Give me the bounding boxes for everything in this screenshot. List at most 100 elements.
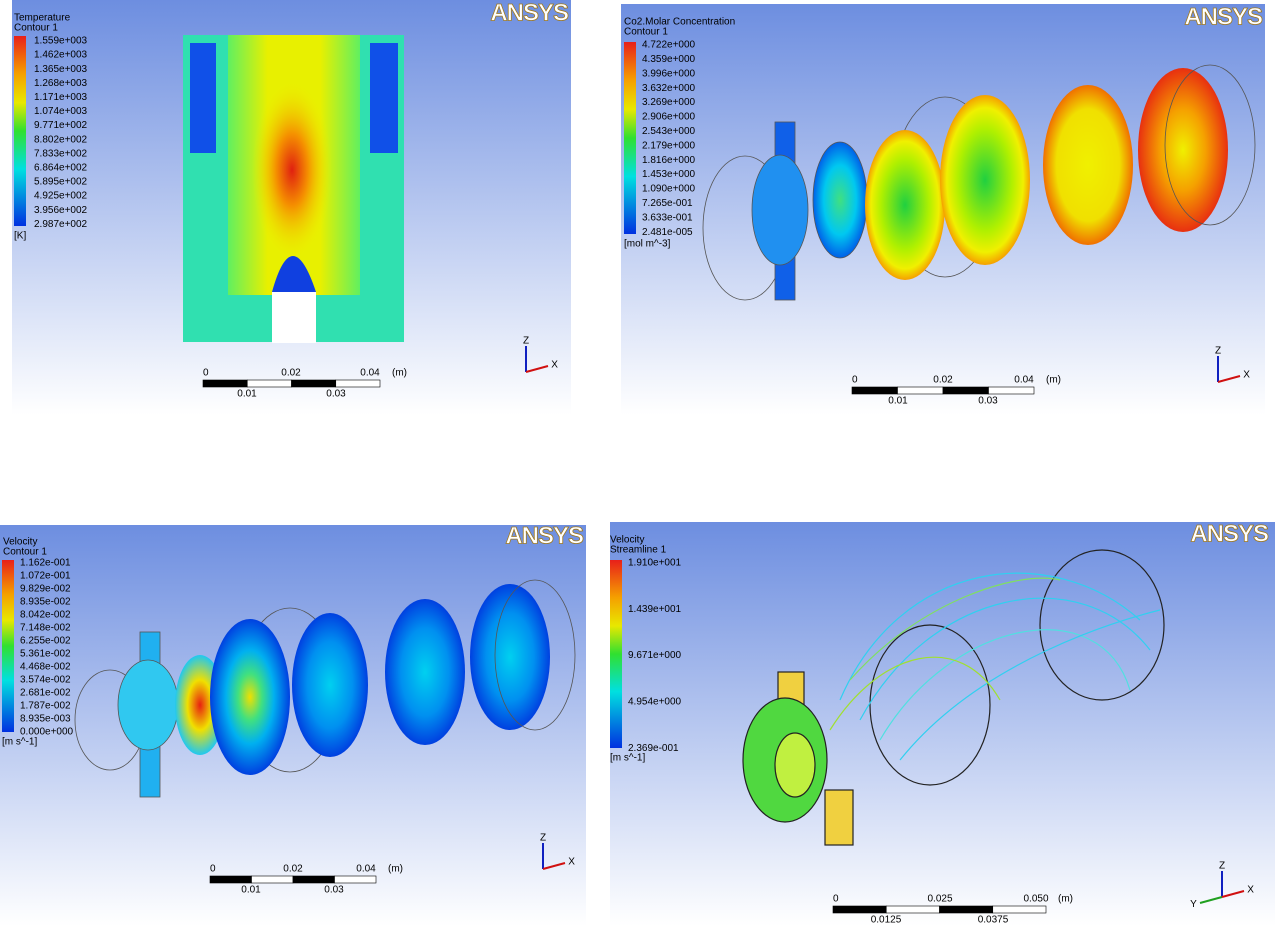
color-bar <box>14 36 26 226</box>
legend-label: 1.910e+001 <box>628 558 682 569</box>
axis-label: Z <box>1219 860 1225 871</box>
legend-unit: [K] <box>14 231 26 242</box>
legend-label: 2.369e-001 <box>628 743 679 754</box>
scale-unit: (m) <box>1058 894 1073 905</box>
axis-arrow <box>1199 896 1223 904</box>
legend-label: 4.468e-002 <box>20 662 71 673</box>
axis-label: X <box>551 359 558 370</box>
legend-unit: [m s^-1] <box>610 753 645 764</box>
scale-label: 0.0125 <box>871 915 902 926</box>
legend-label: 9.829e-002 <box>20 584 71 595</box>
scale-label: 0 <box>203 368 209 379</box>
scale-segment <box>897 386 944 395</box>
color-bar <box>624 42 636 234</box>
logo: ANSYS <box>505 522 584 549</box>
axis-label: Y <box>1190 899 1197 910</box>
legend-label: 1.787e-002 <box>20 701 71 712</box>
legend-label: 1.462e+003 <box>34 50 88 61</box>
viewport <box>610 522 1275 926</box>
scale-segment <box>939 905 994 914</box>
legend-label: 1.171e+003 <box>34 92 88 103</box>
legend-subtitle: Streamline 1 <box>610 545 667 556</box>
scale-segment <box>988 386 1035 395</box>
legend-subtitle: Contour 1 <box>14 23 58 34</box>
legend-label: 5.895e+002 <box>34 177 88 188</box>
legend-label: 5.361e-002 <box>20 649 71 660</box>
logo: ANSYS <box>1184 3 1263 30</box>
legend-label: 8.802e+002 <box>34 134 88 145</box>
legend-label: 9.771e+002 <box>34 120 88 131</box>
legend-label: 2.681e-002 <box>20 688 71 699</box>
legend-label: 1.072e-001 <box>20 571 71 582</box>
scale-segment <box>942 386 989 395</box>
scale-label: 0 <box>210 864 216 875</box>
legend-label: 1.268e+003 <box>34 78 88 89</box>
logo: ANSYS <box>1190 520 1269 547</box>
legend-label: 1.090e+000 <box>642 184 696 195</box>
scale-unit: (m) <box>392 368 407 379</box>
legend-title: Co2.Molar Concentration <box>624 17 735 28</box>
legend-subtitle: Contour 1 <box>624 27 668 38</box>
axis-arrow <box>1221 890 1245 898</box>
axis-arrow <box>542 862 566 870</box>
legend-label: 7.265e-001 <box>642 198 693 209</box>
legend-label: 1.162e-001 <box>20 558 71 569</box>
legend-title: Velocity <box>3 537 37 548</box>
co2-contour <box>702 64 1256 301</box>
legend-label: 1.559e+003 <box>34 36 88 47</box>
scale-segment <box>202 379 248 388</box>
axis-arrow <box>525 365 549 373</box>
velocity-contour <box>74 579 576 798</box>
legend-label: 1.439e+001 <box>628 604 682 615</box>
legend-label: 6.864e+002 <box>34 163 88 174</box>
axis-arrow <box>1217 375 1241 383</box>
color-bar <box>2 560 14 732</box>
legend-label: 2.906e+000 <box>642 112 696 123</box>
logo: ANSYS <box>490 0 569 26</box>
color-bar <box>610 560 622 748</box>
legend-label: 8.935e-002 <box>20 597 71 608</box>
scale-segment <box>292 875 335 884</box>
legend-label: 1.074e+003 <box>34 106 88 117</box>
scale-segment <box>209 875 252 884</box>
scale-segment <box>291 379 337 388</box>
legend-label: 0.000e+000 <box>20 727 74 738</box>
axis-label: Z <box>1215 345 1221 356</box>
axis-label: X <box>568 856 575 867</box>
legend-label: 8.042e-002 <box>20 610 71 621</box>
scale-segment <box>335 379 381 388</box>
legend-label: 2.987e+002 <box>34 219 88 230</box>
axis-label: X <box>1243 369 1250 380</box>
legend-label: 7.833e+002 <box>34 148 88 159</box>
scale-unit: (m) <box>388 864 403 875</box>
scale-segment <box>851 386 898 395</box>
scale-unit: (m) <box>1046 375 1061 386</box>
legend-label: 2.543e+000 <box>642 126 696 137</box>
legend-label: 3.574e-002 <box>20 675 71 686</box>
legend-label: 1.453e+000 <box>642 169 696 180</box>
scale-label: 0.02 <box>281 368 301 379</box>
legend-label: 2.481e-005 <box>642 227 693 238</box>
scale-label: 0.01 <box>888 396 908 407</box>
legend-label: 1.816e+000 <box>642 155 696 166</box>
scale-segment <box>832 905 887 914</box>
scale-label: 0.04 <box>356 864 376 875</box>
scale-label: 0.0375 <box>978 915 1009 926</box>
legend-label: 3.956e+002 <box>34 205 88 216</box>
scale-label: 0.01 <box>237 389 257 400</box>
velocity-streamlines <box>742 549 1165 846</box>
scale-label: 0.04 <box>360 368 380 379</box>
scale-label: 0.025 <box>927 894 952 905</box>
scale-label: 0.02 <box>283 864 303 875</box>
legend-label: 3.269e+000 <box>642 97 696 108</box>
legend-label: 2.179e+000 <box>642 140 696 151</box>
scale-segment <box>246 379 292 388</box>
legend-label: 7.148e-002 <box>20 623 71 634</box>
scale-label: 0.04 <box>1014 375 1034 386</box>
legend-label: 4.954e+000 <box>628 697 682 708</box>
scale-label: 0.03 <box>978 396 998 407</box>
legend-subtitle: Contour 1 <box>3 547 47 558</box>
legend-label: 3.632e+000 <box>642 83 696 94</box>
